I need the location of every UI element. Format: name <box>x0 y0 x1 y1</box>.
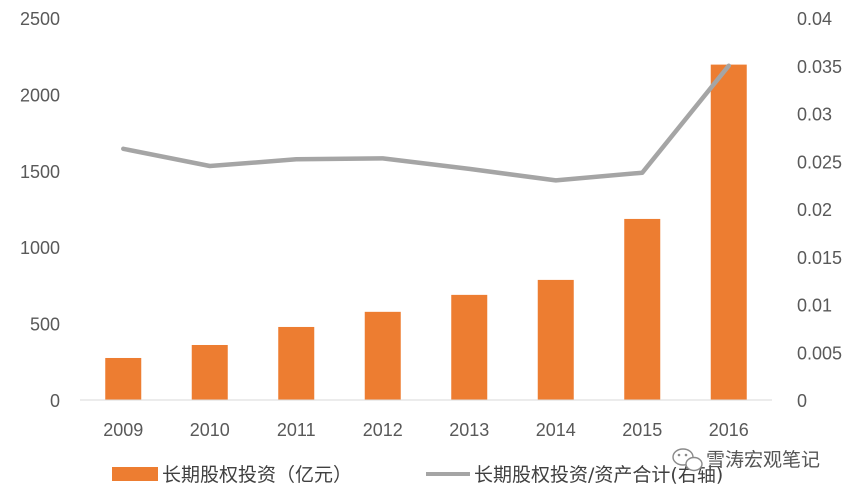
bar <box>278 326 315 400</box>
bar <box>624 218 661 400</box>
right-axis-ticks: 0 0.005 0.01 0.015 0.02 0.025 0.03 0.035 0.04 <box>797 9 842 411</box>
watermark-text: 雪涛宏观笔记 <box>706 449 820 471</box>
legend: 长期股权投资（亿元） 长期股权投资/资产合计(右轴) <box>112 464 723 486</box>
left-tick-label: 2500 <box>20 9 60 29</box>
right-tick-label: 0.03 <box>797 105 832 125</box>
right-tick-label: 0 <box>797 391 807 411</box>
right-tick-label: 0.02 <box>797 200 832 220</box>
ratio-line <box>121 63 732 183</box>
right-tick-label: 0.005 <box>797 343 842 363</box>
bar <box>364 311 401 400</box>
bar <box>710 64 747 400</box>
legend-bar-swatch <box>112 467 158 481</box>
x-tick-label: 2012 <box>363 420 403 440</box>
right-tick-label: 0.025 <box>797 152 842 172</box>
bar-series <box>105 64 747 400</box>
bar <box>537 279 574 400</box>
left-tick-label: 2000 <box>20 85 60 105</box>
left-tick-label: 500 <box>30 315 60 335</box>
wechat-icon <box>672 448 703 472</box>
bar <box>451 294 488 400</box>
bar <box>191 344 228 400</box>
right-tick-label: 0.04 <box>797 9 832 29</box>
bar <box>105 357 142 400</box>
watermark: 雪涛宏观笔记 <box>672 448 820 472</box>
x-tick-label: 2009 <box>103 420 143 440</box>
left-tick-label: 1500 <box>20 162 60 182</box>
left-tick-label: 0 <box>50 391 60 411</box>
right-tick-label: 0.015 <box>797 248 842 268</box>
legend-line-label: 长期股权投资/资产合计(右轴) <box>474 464 723 486</box>
x-tick-label: 2011 <box>277 420 316 440</box>
legend-bar-label: 长期股权投资（亿元） <box>162 464 352 486</box>
right-tick-label: 0.01 <box>797 296 832 316</box>
x-axis-ticks: 2009 2010 2011 2012 2013 2014 2015 2016 <box>103 420 749 440</box>
line-series <box>121 63 732 183</box>
left-axis-ticks: 0 500 1000 1500 2000 2500 <box>20 9 60 411</box>
left-tick-label: 1000 <box>20 238 60 258</box>
x-tick-label: 2014 <box>536 420 576 440</box>
right-tick-label: 0.035 <box>797 57 842 77</box>
x-tick-label: 2015 <box>622 420 662 440</box>
x-tick-label: 2016 <box>709 420 749 440</box>
x-tick-label: 2010 <box>190 420 230 440</box>
x-tick-label: 2013 <box>449 420 489 440</box>
